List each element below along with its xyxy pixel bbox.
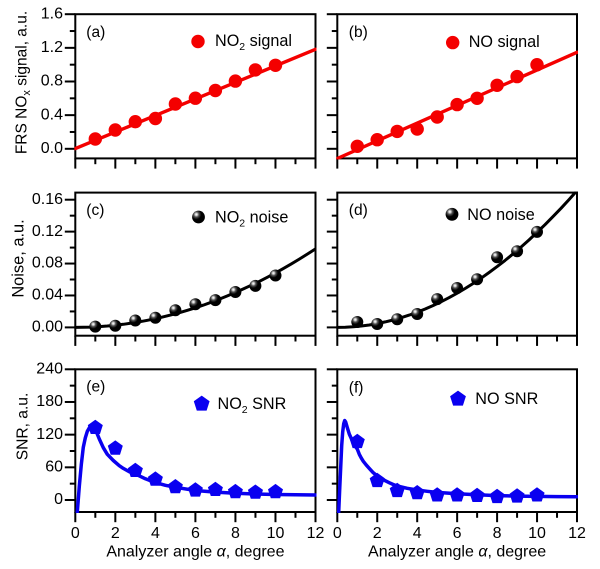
svg-text:2: 2	[373, 525, 382, 542]
svg-text:(f): (f)	[349, 379, 364, 396]
svg-text:0.04: 0.04	[32, 287, 63, 304]
svg-text:60: 60	[45, 459, 63, 476]
svg-text:8: 8	[231, 525, 240, 542]
svg-text:NO2 noise: NO2 noise	[215, 209, 288, 230]
svg-text:10: 10	[528, 525, 546, 542]
svg-text:0.08: 0.08	[32, 255, 63, 272]
svg-text:0: 0	[71, 525, 80, 542]
svg-text:Noise, a.u.: Noise, a.u.	[9, 219, 27, 297]
svg-text:(a): (a)	[86, 24, 105, 41]
svg-text:4: 4	[413, 525, 422, 542]
svg-text:12: 12	[568, 525, 586, 542]
svg-text:1.2: 1.2	[41, 39, 63, 56]
svg-text:0.8: 0.8	[41, 73, 63, 90]
svg-text:180: 180	[36, 393, 63, 410]
svg-text:NO signal: NO signal	[469, 33, 540, 51]
svg-text:0: 0	[54, 491, 63, 508]
svg-text:0.16: 0.16	[32, 191, 63, 208]
svg-text:NO2 signal: NO2 signal	[215, 32, 292, 53]
svg-text:2: 2	[111, 525, 120, 542]
svg-text:240: 240	[36, 361, 63, 378]
svg-text:8: 8	[493, 525, 502, 542]
svg-text:6: 6	[191, 525, 200, 542]
svg-text:12: 12	[307, 525, 325, 542]
svg-text:SNR, a.u.: SNR, a.u.	[15, 393, 32, 461]
svg-text:NO SNR: NO SNR	[475, 390, 538, 408]
svg-text:0.00: 0.00	[32, 319, 63, 336]
svg-text:0: 0	[333, 525, 342, 542]
svg-text:(e): (e)	[86, 379, 105, 396]
svg-text:0.4: 0.4	[41, 106, 63, 123]
svg-text:Analyzer angle α, degree: Analyzer angle α, degree	[368, 544, 546, 561]
svg-text:(d): (d)	[349, 202, 368, 219]
svg-text:4: 4	[151, 525, 160, 542]
svg-text:(b): (b)	[349, 24, 368, 41]
svg-text:Analyzer angle α, degree: Analyzer angle α, degree	[106, 544, 284, 561]
svg-text:0.0: 0.0	[41, 140, 63, 157]
svg-text:NO2 SNR: NO2 SNR	[218, 395, 287, 416]
svg-text:FRS NOx signal, a.u.: FRS NOx signal, a.u.	[14, 11, 33, 154]
svg-text:120: 120	[36, 426, 63, 443]
svg-text:6: 6	[453, 525, 462, 542]
svg-text:(c): (c)	[86, 202, 104, 219]
svg-text:1.6: 1.6	[41, 5, 63, 22]
svg-text:10: 10	[267, 525, 285, 542]
svg-text:0.12: 0.12	[32, 223, 63, 240]
svg-text:NO noise: NO noise	[467, 206, 534, 224]
